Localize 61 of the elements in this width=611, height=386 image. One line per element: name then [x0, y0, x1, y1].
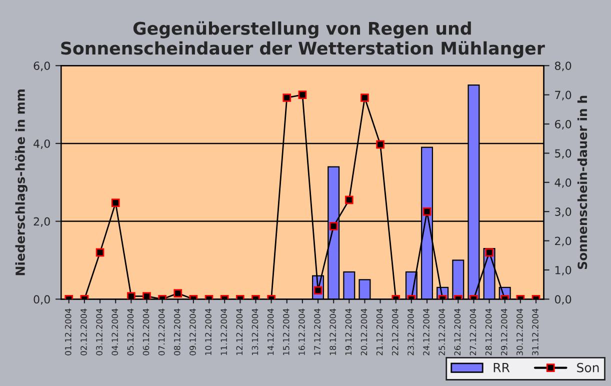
- point: [376, 140, 384, 149]
- point: [96, 248, 104, 257]
- x-tick-label: 05.12.2004: [127, 308, 134, 356]
- y-tick-label: 4,0: [34, 139, 50, 149]
- y2-tick-label: 8,0: [554, 62, 572, 72]
- x-tick-label: 11.12.2004: [220, 308, 228, 355]
- x-tick-label: 07.12.2004: [158, 308, 165, 356]
- x-tick-label: 29.12.2004: [500, 308, 508, 356]
- x-tick-label: 23.12.2004: [408, 308, 414, 356]
- x-tick-label: 14.12.2004: [267, 308, 274, 355]
- x-tick-label: 18.12.2004: [330, 308, 336, 355]
- x-tick-label: 15.12.2004: [282, 308, 290, 355]
- point: [282, 94, 292, 102]
- x-tick-label: 10.12.2004: [205, 308, 212, 355]
- point: [344, 196, 354, 204]
- y2-axis-title: Sonnenschein-dauer in h: [577, 96, 588, 270]
- x-tick-label: 25.12.2004: [438, 308, 445, 356]
- y2-tick-label: 1,0: [555, 266, 572, 276]
- y2-tick-label: 3,0: [555, 208, 572, 218]
- x-tick-label: 22.12.2004: [392, 308, 398, 356]
- x-tick-label: 19.12.2004: [345, 308, 352, 355]
- point: [485, 248, 494, 257]
- chart-title: Gegenüberstellung von Regen und Sonnenscheindauer der Wetterstation Mühlanger: [61, 21, 545, 58]
- x-tick-label: 31.12.2004: [532, 308, 538, 356]
- x-tick-label: 12.12.2004: [236, 308, 243, 355]
- legend-label: RR: [494, 363, 510, 372]
- point: [422, 207, 432, 216]
- y2-tick-label: 5,0: [555, 149, 572, 159]
- x-tick-label: 16.12.2004: [298, 308, 305, 355]
- y-tick-label: 0,0: [34, 295, 50, 305]
- x-tick-label: 01.12.2004: [65, 308, 72, 356]
- x-tick-label: 03.12.2004: [96, 308, 102, 356]
- point: [111, 198, 120, 207]
- y2-tick-label: 7,0: [555, 90, 572, 100]
- x-tick-label: 02.12.2004: [80, 308, 87, 356]
- legend-label: Son: [577, 362, 599, 372]
- x-tick-label: 06.12.2004: [142, 308, 150, 356]
- x-tick-label: 21.12.2004: [376, 308, 383, 356]
- y2-tick-label: 6,0: [554, 120, 572, 130]
- point: [298, 90, 307, 99]
- x-tick-label: 13.12.2004: [252, 308, 258, 355]
- y2-tick-label: 2,0: [555, 236, 572, 246]
- y2-tick-label: 0,0: [554, 295, 572, 305]
- x-tick-label: 20.12.2004: [360, 308, 368, 356]
- point: [142, 292, 151, 300]
- x-tick-label: 04.12.2004: [112, 308, 118, 356]
- y-axis-title: Niederschlags-höhe in mm: [15, 90, 28, 276]
- point: [329, 222, 338, 230]
- x-tick-label: 28.12.2004: [485, 308, 492, 356]
- y2-tick-label: 4,0: [554, 178, 572, 188]
- x-tick-label: 08.12.2004: [174, 308, 180, 356]
- point: [360, 94, 369, 102]
- x-tick-label: 27.12.2004: [470, 308, 476, 356]
- y-tick-label: 6,0: [34, 62, 50, 72]
- y-tick-label: 2,0: [34, 217, 50, 227]
- x-tick-label: 17.12.2004: [314, 308, 320, 355]
- x-tick-label: 26.12.2004: [454, 308, 461, 356]
- x-tick-label: 09.12.2004: [190, 308, 196, 356]
- point: [127, 292, 136, 300]
- x-tick-label: 24.12.2004: [423, 308, 430, 356]
- x-tick-label: 30.12.2004: [516, 308, 523, 356]
